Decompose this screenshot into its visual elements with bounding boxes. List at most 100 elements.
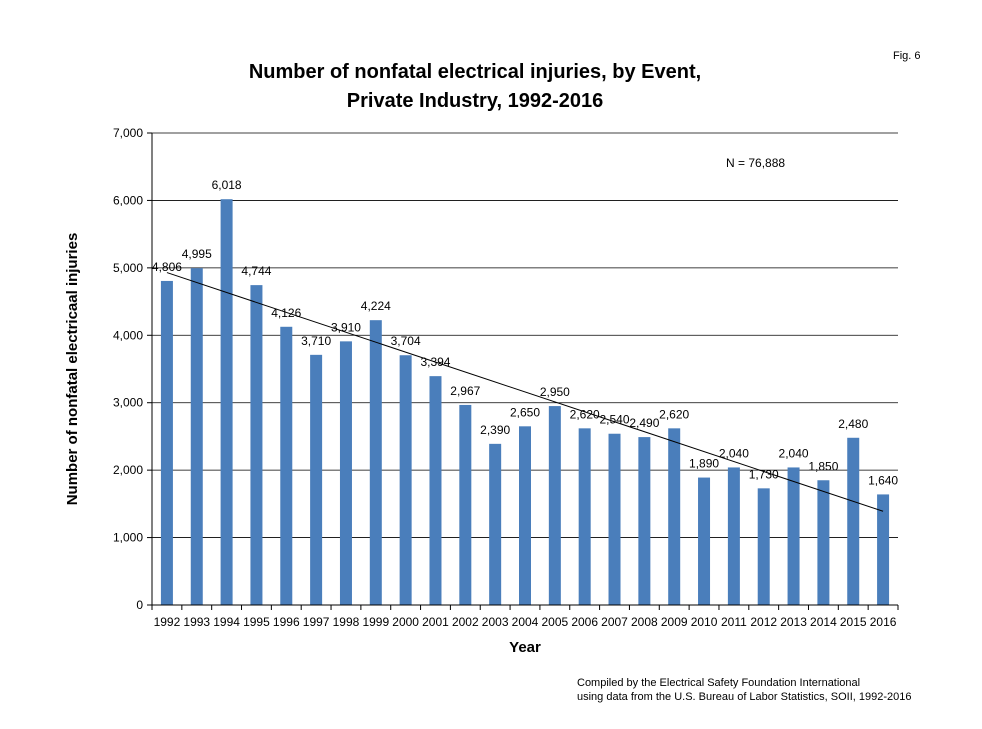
bar-2005 xyxy=(548,406,561,605)
data-label-2012: 1,730 xyxy=(749,467,779,481)
source-credit: Compiled by the Electrical Safety Founda… xyxy=(577,676,911,704)
bar-2009 xyxy=(668,428,681,605)
x-tick-label: 2009 xyxy=(661,615,688,629)
x-tick-label: 2001 xyxy=(422,615,449,629)
data-label-2011: 2,040 xyxy=(719,446,749,460)
chart-title-line-2: Private Industry, 1992-2016 xyxy=(346,90,604,112)
bar-2006 xyxy=(578,428,591,605)
x-tick-label: 1998 xyxy=(333,615,360,629)
data-label-2014: 1,850 xyxy=(808,459,838,473)
x-tick-labels: 1992 1993 1994 1995 1996 1997 1998 1999 2000 2001… xyxy=(154,615,897,629)
bar-2001 xyxy=(429,376,442,605)
y-tick-label: 1,000 xyxy=(113,531,143,545)
data-label-2004: 2,650 xyxy=(510,405,540,419)
bar-1994 xyxy=(220,199,233,606)
y-tick-label: 3,000 xyxy=(113,396,143,410)
data-label-2007: 2,540 xyxy=(600,413,630,427)
x-tick-label: 2005 xyxy=(541,615,568,629)
data-label-1997: 3,710 xyxy=(301,334,331,348)
bar-2016 xyxy=(877,494,890,605)
figure-number: Fig. 6 xyxy=(893,50,921,62)
bar-2003 xyxy=(489,443,502,605)
y-tick-label: 6,000 xyxy=(113,193,143,207)
x-tick-label: 1993 xyxy=(183,615,210,629)
bar-1993 xyxy=(190,268,203,605)
x-tick-label: 2011 xyxy=(721,615,747,629)
data-label-1999: 4,224 xyxy=(361,299,391,313)
x-tick-label: 2000 xyxy=(392,615,419,629)
x-tick-label: 2003 xyxy=(482,615,509,629)
x-tick-label: 1994 xyxy=(213,615,240,629)
x-tick-label: 2012 xyxy=(750,615,777,629)
bar-1996 xyxy=(280,326,293,605)
bar-2008 xyxy=(638,437,651,605)
bar-2000 xyxy=(399,355,412,605)
data-label-1996: 4,126 xyxy=(271,306,301,320)
data-label-2013: 2,040 xyxy=(779,446,809,460)
x-tick-label: 2010 xyxy=(691,615,718,629)
chart-title-line-1: Number of nonfatal electrical injuries, … xyxy=(248,61,702,83)
x-tick-label: 1995 xyxy=(243,615,270,629)
bar-1995 xyxy=(250,285,263,605)
data-label-2005: 2,950 xyxy=(540,385,570,399)
x-tick-label: 2015 xyxy=(840,615,867,629)
bar-2012 xyxy=(757,488,770,605)
bar-2015 xyxy=(847,437,860,605)
data-label-2001: 3,394 xyxy=(420,355,450,369)
x-tick-label: 1997 xyxy=(303,615,330,629)
data-label-2006: 2,620 xyxy=(570,407,600,421)
source-credit-line-2: using data from the U.S. Bureau of Labor… xyxy=(577,691,912,703)
x-tick-label: 2014 xyxy=(810,615,837,629)
x-axis-title: Year xyxy=(509,639,541,656)
y-tick-labels: 0 1,000 2,000 3,000 4,000 5,000 6,000 7,000 xyxy=(113,126,143,612)
y-tick-label: 4,000 xyxy=(113,328,143,342)
data-label-2015: 2,480 xyxy=(838,417,868,431)
axes xyxy=(151,133,899,610)
x-tick-label: 1996 xyxy=(273,615,300,629)
y-tick-label: 5,000 xyxy=(113,261,143,275)
x-tick-label: 2004 xyxy=(512,615,539,629)
bar-1992 xyxy=(160,280,173,605)
source-credit-line-1: Compiled by the Electrical Safety Founda… xyxy=(577,677,861,689)
x-tick-label: 1992 xyxy=(154,615,181,629)
x-tick-label: 2006 xyxy=(571,615,598,629)
data-label-2000: 3,704 xyxy=(391,334,421,348)
bar-2014 xyxy=(817,480,830,605)
bar-2011 xyxy=(727,467,740,605)
data-label-2016: 1,640 xyxy=(868,473,898,487)
x-tick-label: 2013 xyxy=(780,615,807,629)
data-label-1992: 4,806 xyxy=(152,260,182,274)
bar-1998 xyxy=(339,341,352,605)
x-tick-label: 2008 xyxy=(631,615,658,629)
bar-2002 xyxy=(459,404,472,605)
x-tick-label: 2002 xyxy=(452,615,479,629)
y-tick-label: 0 xyxy=(136,598,143,612)
bar-1997 xyxy=(310,354,323,605)
data-label-2010: 1,890 xyxy=(689,457,719,471)
x-tick-label: 2016 xyxy=(870,615,897,629)
bars xyxy=(160,199,890,606)
data-label-2002: 2,967 xyxy=(450,384,480,398)
trendline xyxy=(166,272,884,512)
bar-2010 xyxy=(698,477,711,605)
x-tick-label: 2007 xyxy=(601,615,628,629)
data-label-1998: 3,910 xyxy=(331,320,361,334)
data-label-2003: 2,390 xyxy=(480,423,510,437)
bar-2007 xyxy=(608,433,621,605)
y-axis-title: Number of nonfatal electricaal injuries xyxy=(64,233,81,506)
x-tick-label: 1999 xyxy=(362,615,389,629)
data-label-2008: 2,490 xyxy=(629,416,659,430)
bar-2004 xyxy=(519,426,531,605)
y-tick-label: 7,000 xyxy=(113,126,143,140)
bar-1999 xyxy=(369,320,382,605)
data-label-1994: 6,018 xyxy=(212,178,242,192)
data-label-2009: 2,620 xyxy=(659,407,689,421)
bar-2013 xyxy=(787,467,800,605)
y-tick-label: 2,000 xyxy=(113,463,143,477)
total-annotation: N = 76,888 xyxy=(726,156,785,170)
data-label-1993: 4,995 xyxy=(182,247,212,261)
chart-title: Number of nonfatal electrical injuries, … xyxy=(150,58,800,116)
trendline-group xyxy=(166,272,884,512)
